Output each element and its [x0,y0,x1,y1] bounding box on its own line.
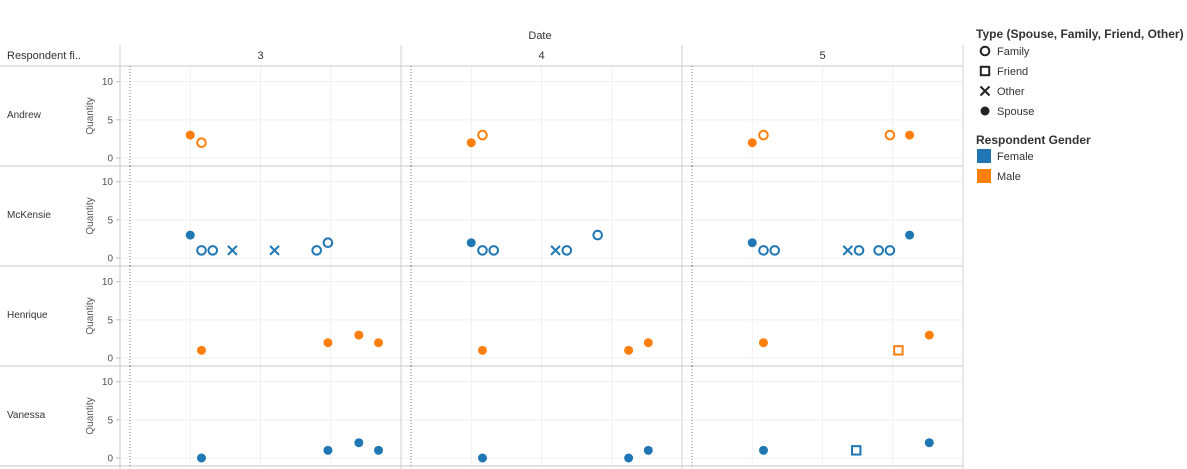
data-point [624,345,634,355]
y-tick-label: 0 [107,254,113,265]
data-point [354,330,364,340]
data-point [873,245,885,256]
data-point [893,345,904,356]
data-point [905,130,915,140]
y-axis-title: Quantity [85,397,96,434]
data-point [924,438,934,448]
data-point [758,245,769,256]
y-tick-label: 10 [102,277,114,288]
data-point [466,138,476,148]
y-axis-title: Quantity [85,297,96,334]
legend-male-label: Male [997,171,1021,183]
y-tick-label: 5 [107,115,113,126]
data-point [311,245,323,256]
data-point [477,245,488,256]
data-point [905,230,915,240]
data-point [592,229,604,241]
data-point [842,245,853,256]
data-point [758,338,768,348]
data-point [466,238,476,248]
legend-family-label: Family [997,46,1030,58]
data-point [185,230,195,240]
data-point [561,245,573,256]
data-point [269,245,280,256]
row-label-mckensie: McKensie [7,210,51,221]
data-point [185,130,195,140]
data-point [196,345,206,355]
column-header: Date [528,30,551,42]
data-point [477,453,487,463]
column-label-3: 3 [257,50,263,62]
y-axis-title: Quantity [85,97,96,134]
data-point [758,445,768,455]
data-point [196,453,206,463]
data-point [354,438,364,448]
legend-spouse-label: Spouse [997,106,1034,118]
y-tick-label: 10 [102,177,114,188]
y-tick-label: 0 [107,154,113,165]
legend-female-swatch [977,149,991,163]
data-point [323,338,333,348]
data-point [323,445,333,455]
data-point [747,238,757,248]
y-tick-label: 0 [107,454,113,465]
data-point [196,245,207,256]
legend-friend-label: Friend [997,66,1028,78]
data-point [747,138,757,148]
row-label-henrique: Henrique [7,310,48,321]
y-axis-title: Quantity [85,197,96,234]
data-point [924,330,934,340]
y-tick-label: 10 [102,77,114,88]
legend-friend-icon [979,65,991,77]
data-point [477,345,487,355]
data-point [884,245,896,256]
data-point [374,445,384,455]
column-label-5: 5 [819,50,825,62]
data-point [643,445,653,455]
data-point [488,245,500,256]
column-label-4: 4 [538,50,544,62]
y-tick-label: 0 [107,354,113,365]
data-point [322,237,334,249]
legend-spouse-icon [980,106,990,116]
row-label-andrew: Andrew [7,110,42,121]
data-point [884,129,896,141]
data-point [477,129,488,141]
data-point [624,453,634,463]
data-point [758,129,769,141]
y-tick-label: 5 [107,415,113,426]
y-tick-label: 5 [107,315,113,326]
data-point [207,245,219,256]
y-tick-label: 10 [102,377,114,388]
data-point [550,245,561,256]
data-point [374,338,384,348]
legend-female-label: Female [997,151,1034,163]
legend-other-label: Other [997,86,1025,98]
legend-male-swatch [977,169,991,183]
legend-family-icon [979,45,991,57]
row-header: Respondent fi.. [7,50,81,62]
data-point [196,137,207,149]
data-point [643,338,653,348]
legend-gender-title: Respondent Gender [976,133,1091,147]
legend-type-title: Type (Spouse, Family, Friend, Other) [976,27,1184,41]
legend-other-icon [979,85,991,97]
data-point [853,245,865,256]
row-label-vanessa: Vanessa [7,410,46,421]
data-point [851,445,862,456]
y-tick-label: 5 [107,215,113,226]
data-point [769,245,781,256]
data-point [227,245,238,256]
